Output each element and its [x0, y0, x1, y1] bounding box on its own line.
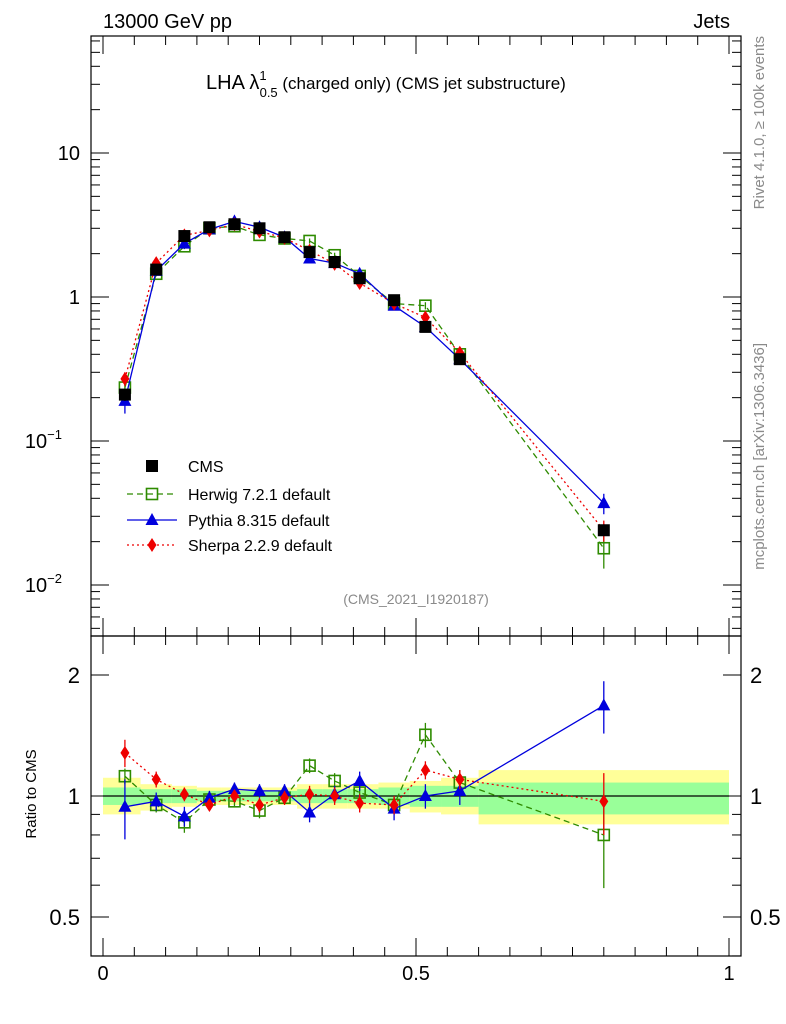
- legend-marker-pythia: [145, 513, 159, 525]
- ratio-bands: [103, 770, 729, 825]
- point-cms: [353, 272, 366, 285]
- ratio-point-pythia: [202, 790, 216, 803]
- title-main: LHA λ: [206, 72, 259, 94]
- y-tick-label: 10−2: [25, 571, 62, 597]
- point-cms: [303, 246, 316, 259]
- ratio-point-sherpa: [179, 787, 189, 802]
- point-cms: [228, 218, 241, 231]
- ratio-y-tick-label-right: 2: [750, 663, 762, 688]
- ratio-y-tick-label: 1: [68, 784, 80, 809]
- legend-item-sherpa: Sherpa 2.2.9 default: [127, 538, 333, 555]
- mcplots-label: mcplots.cern.ch [arXiv:1306.3436]: [751, 343, 768, 570]
- legend-label-pythia: Pythia 8.315 default: [188, 513, 330, 530]
- line-sherpa: [124, 223, 605, 531]
- ratio-point-sherpa: [255, 797, 264, 812]
- legend-label-cms: CMS: [188, 459, 224, 476]
- ratio-y-tick-label-right: 0.5: [750, 905, 781, 930]
- ratio-point-sherpa: [330, 789, 340, 803]
- legend-item-herwig: Herwig 7.2.1 default: [127, 487, 331, 504]
- ratio-point-pythia: [303, 805, 317, 818]
- ratio-axes: 2 2 1 1 0.5 0.5 0 0.5 1: [49, 636, 781, 985]
- ratio-point-sherpa: [355, 796, 365, 811]
- ratio-point-herwig: [303, 759, 316, 772]
- ratio-point-sherpa: [599, 794, 609, 809]
- ratio-point-pythia: [118, 799, 132, 812]
- ratio-y-tick-label-right: 1: [750, 784, 762, 809]
- legend: CMS Herwig 7.2.1 default Pythia 8.315 defa…: [127, 459, 333, 555]
- x-tick-label: 0: [97, 963, 108, 985]
- ratio-point-sherpa: [455, 772, 465, 787]
- point-cms: [388, 294, 401, 307]
- legend-label-herwig: Herwig 7.2.1 default: [188, 487, 331, 504]
- point-cms: [597, 524, 610, 537]
- plot-title: LHA λ1 0.5 (charged only) (CMS jet substr…: [206, 68, 566, 100]
- y-tick-label: 10: [58, 143, 80, 165]
- point-cms: [453, 353, 466, 366]
- point-cms: [150, 263, 163, 276]
- ratio-point-pythia: [253, 783, 266, 796]
- point-cms: [203, 221, 216, 234]
- y-tick-exponent: −1: [47, 427, 62, 442]
- legend-marker-herwig: [145, 487, 159, 501]
- y-tick-base: 10: [25, 575, 47, 597]
- point-herwig: [597, 541, 611, 555]
- ratio-point-pythia: [418, 789, 432, 801]
- ratio-point-sherpa: [280, 790, 290, 805]
- title-superscript: 1: [259, 68, 266, 83]
- y-tick-label: 1: [69, 287, 80, 309]
- ratio-ylabel: Ratio to CMS: [23, 749, 40, 838]
- point-cms: [278, 231, 291, 244]
- ratio-point-pythia: [453, 783, 467, 796]
- ratio-point-sherpa: [229, 789, 239, 803]
- header-left: 13000 GeV pp: [103, 11, 232, 33]
- ratio-point-sherpa: [389, 797, 399, 812]
- title-subscript: 0.5: [260, 85, 278, 100]
- ratio-point-pythia: [353, 773, 367, 786]
- point-cms: [328, 256, 341, 269]
- point-cms: [419, 320, 432, 333]
- ratio-series-sherpa: [120, 739, 609, 835]
- legend-label-sherpa: Sherpa 2.2.9 default: [188, 538, 333, 555]
- ratio-point-pythia: [227, 782, 241, 795]
- ratio-point-pythia: [278, 783, 292, 796]
- x-tick-label: 1: [723, 963, 734, 985]
- y-tick-exponent: −2: [47, 571, 62, 586]
- title-rest: (charged only) (CMS jet substructure): [278, 74, 566, 93]
- ratio-point-sherpa: [151, 772, 161, 787]
- header-right: Jets: [693, 11, 730, 33]
- point-pythia: [177, 236, 191, 249]
- ratio-line-pythia: [124, 704, 605, 818]
- legend-marker-sherpa: [147, 538, 157, 552]
- ratio-y-tick-label: 2: [68, 663, 80, 688]
- legend-marker-cms: [146, 460, 158, 472]
- ratio-point-pythia: [597, 698, 611, 711]
- ratio-point-sherpa: [420, 763, 430, 778]
- point-pythia: [597, 496, 611, 509]
- point-cms: [178, 230, 191, 243]
- point-cms: [118, 388, 131, 401]
- rivet-label: Rivet 4.1.0, ≥ 100k events: [751, 36, 768, 209]
- x-tick-label: 0.5: [402, 963, 430, 985]
- series-cms: [118, 218, 610, 537]
- main-series-layer: [118, 214, 611, 569]
- ratio-y-tick-label: 0.5: [49, 905, 80, 930]
- point-cms: [253, 222, 266, 235]
- point-sherpa: [120, 371, 130, 386]
- analysis-tag: (CMS_2021_I1920187): [343, 591, 489, 607]
- ratio-line-sherpa: [124, 752, 604, 806]
- ratio-point-herwig: [419, 728, 432, 742]
- legend-item-pythia: Pythia 8.315 default: [127, 513, 330, 530]
- ratio-point-pythia: [149, 794, 163, 807]
- legend-item-cms: CMS: [146, 459, 224, 476]
- ratio-point-sherpa: [204, 797, 214, 812]
- ratio-point-pythia: [177, 809, 191, 822]
- ratio-point-sherpa: [305, 787, 315, 802]
- y-tick-label: 10−1: [25, 427, 62, 453]
- ratio-series-layer: [118, 681, 611, 889]
- ratio-point-sherpa: [120, 745, 130, 760]
- y-tick-base: 10: [25, 431, 47, 453]
